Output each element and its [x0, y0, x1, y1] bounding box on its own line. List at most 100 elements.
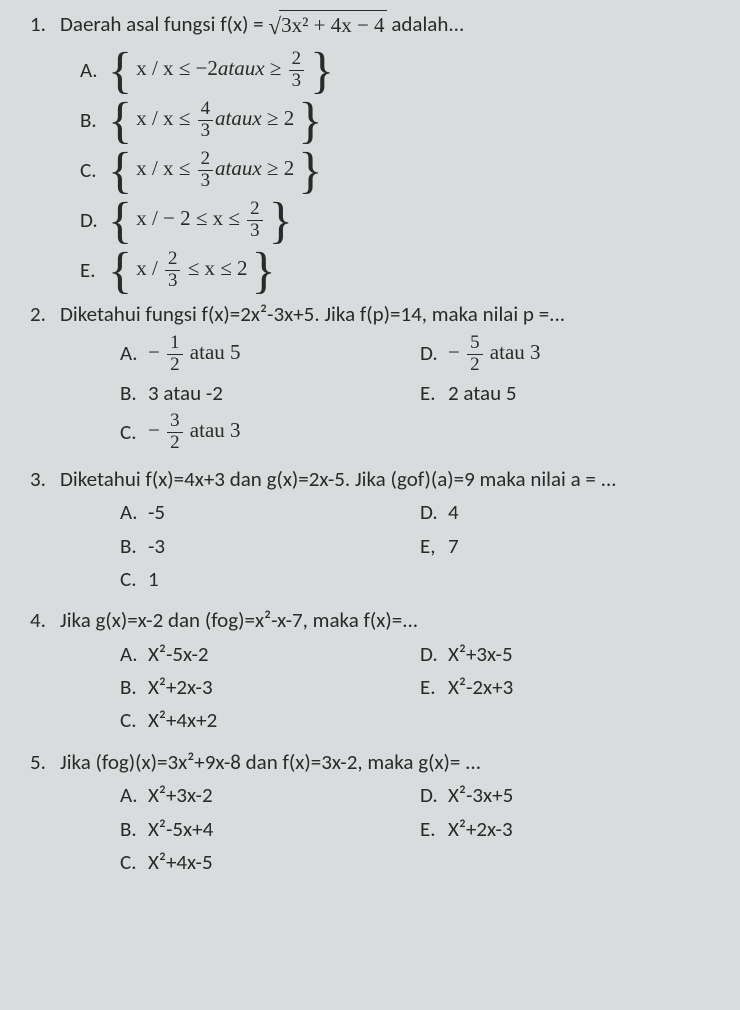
- option-a: A.-5: [120, 498, 420, 527]
- numerator: 2: [165, 250, 180, 271]
- right-brace-icon: }: [252, 250, 276, 290]
- right-brace-icon: }: [298, 100, 322, 140]
- option-d: D.X²-3x+5: [420, 781, 720, 810]
- option-text: X²+4x+2: [148, 706, 420, 735]
- option-e: E,7: [420, 532, 720, 561]
- option-letter: A.: [120, 498, 148, 527]
- expr-text: x / x ≤: [136, 156, 195, 180]
- set-expr: { x / 23 ≤ x ≤ 2 }: [108, 250, 276, 291]
- option-letter: C.: [80, 156, 108, 185]
- question-number: 2.: [30, 300, 60, 329]
- numerator: 3: [167, 412, 182, 433]
- option-letter: B.: [120, 532, 148, 561]
- option-letter: E.: [420, 673, 448, 702]
- option-letter: E.: [80, 256, 108, 285]
- option-c: C. − 32 atau 3: [120, 412, 420, 453]
- option-b: B.X²+2x-3: [120, 673, 420, 702]
- question-1: 1. Daerah asal fungsi f(x) = √ 3x² + 4x …: [30, 10, 720, 292]
- numerator: 4: [198, 100, 213, 121]
- option-letter: D.: [420, 339, 448, 368]
- question-stem: Jika (fog)(x)=3x²+9x-8 dan f(x)=3x-2, ma…: [60, 748, 720, 777]
- option-d: D.4: [420, 498, 720, 527]
- denominator: 2: [167, 355, 182, 375]
- fraction: 43: [198, 100, 213, 141]
- question-stem: Diketahui fungsi f(x)=2x²-3x+5. Jika f(p…: [60, 300, 720, 329]
- stem-text: adalah...: [391, 11, 464, 37]
- right-brace-icon: }: [310, 50, 334, 90]
- denominator: 3: [289, 71, 304, 91]
- numerator: 2: [289, 50, 304, 71]
- option-text: 4: [448, 498, 720, 527]
- option-text: X²+2x-3: [148, 673, 420, 702]
- option-letter: C.: [120, 565, 148, 594]
- expr-text: atau 5: [185, 340, 241, 364]
- option-text: X²-2x+3: [448, 673, 720, 702]
- option-letter: A.: [120, 339, 148, 368]
- option-letter: B.: [120, 673, 148, 702]
- expr-text: −: [148, 340, 165, 364]
- question-4: 4. Jika g(x)=x-2 dan (fog)=x²-x-7, maka …: [30, 606, 720, 740]
- option-letter: A.: [120, 781, 148, 810]
- option-letter: B.: [120, 815, 148, 844]
- option-a: A.X²+3x-2: [120, 781, 420, 810]
- fraction: 32: [167, 412, 182, 453]
- option-text: -3: [148, 532, 420, 561]
- option-letter: B.: [120, 379, 148, 408]
- question-stem: Daerah asal fungsi f(x) = √ 3x² + 4x − 4…: [60, 10, 720, 42]
- fraction: 23: [165, 250, 180, 291]
- expr-text: ≥ 2: [262, 106, 295, 130]
- expr-text: x / − 2 ≤ x ≤: [136, 206, 245, 230]
- option-text: 1: [148, 565, 420, 594]
- left-brace-icon: {: [108, 100, 132, 140]
- left-brace-icon: {: [108, 150, 132, 190]
- option-text: X²-3x+5: [448, 781, 720, 810]
- option-letter: C.: [120, 418, 148, 447]
- option-c: C.X²+4x-5: [120, 848, 420, 877]
- denominator: 3: [165, 271, 180, 291]
- option-b: B. { x / x ≤ 43ataux ≥ 2 }: [80, 98, 720, 142]
- numerator: 1: [167, 334, 182, 355]
- option-text: 2 atau 5: [448, 379, 720, 408]
- question-number: 1.: [30, 10, 60, 39]
- option-text: X²+3x-2: [148, 781, 420, 810]
- fraction: 52: [467, 334, 482, 375]
- fraction: 23: [289, 50, 304, 91]
- option-letter: D.: [420, 498, 448, 527]
- sqrt-body: 3x² + 4x − 4: [279, 10, 386, 40]
- option-text: X²+3x-5: [448, 640, 720, 669]
- denominator: 3: [247, 221, 262, 241]
- question-2: 2. Diketahui fungsi f(x)=2x²-3x+5. Jika …: [30, 300, 720, 456]
- expr-text: ataux: [218, 56, 265, 80]
- option-text: X²-5x-2: [148, 640, 420, 669]
- stem-text: Daerah asal fungsi f(x) =: [60, 11, 268, 37]
- option-letter: C.: [120, 848, 148, 877]
- option-e: E. { x / 23 ≤ x ≤ 2 }: [80, 248, 720, 292]
- expr-text: ≥: [265, 56, 287, 80]
- expr-text: ataux: [215, 106, 262, 130]
- question-number: 3.: [30, 465, 60, 494]
- expr-text: ≥ 2: [262, 156, 295, 180]
- expr-text: −: [148, 418, 165, 442]
- option-letter: C.: [120, 706, 148, 735]
- denominator: 3: [198, 171, 213, 191]
- option-letter: A.: [120, 640, 148, 669]
- left-brace-icon: {: [108, 200, 132, 240]
- expr-text: x /: [136, 256, 163, 280]
- option-letter: D.: [420, 781, 448, 810]
- expr-text: x / x ≤ −2: [136, 56, 218, 80]
- option-letter: E.: [420, 815, 448, 844]
- option-e: E.X²+2x-3: [420, 815, 720, 844]
- option-d: D. − 52 atau 3: [420, 334, 720, 375]
- question-number: 5.: [30, 748, 60, 777]
- option-text: 7: [448, 532, 720, 561]
- set-expr: { x / x ≤ 43ataux ≥ 2 }: [108, 100, 322, 141]
- denominator: 3: [198, 121, 213, 141]
- option-a: A. { x / x ≤ −2ataux ≥ 23 }: [80, 48, 720, 92]
- option-letter: D.: [420, 640, 448, 669]
- option-letter: E,: [420, 532, 448, 561]
- set-expr: { x / x ≤ −2ataux ≥ 23 }: [108, 50, 334, 91]
- expr-text: ataux: [215, 156, 262, 180]
- option-c: C.1: [120, 565, 420, 594]
- option-b: B. 3 atau -2: [120, 379, 420, 408]
- option-text: X²+4x-5: [148, 848, 420, 877]
